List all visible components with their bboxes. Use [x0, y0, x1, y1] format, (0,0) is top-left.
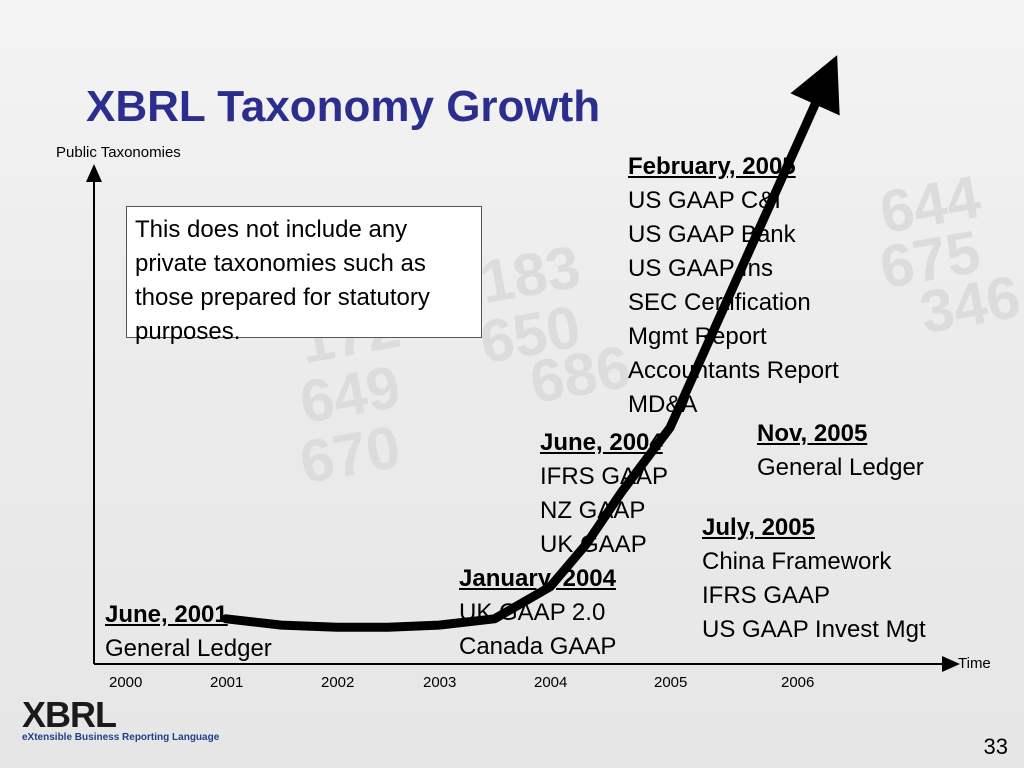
annotation-heading: January, 2004 — [459, 565, 616, 592]
x-tick-label: 2002 — [321, 674, 355, 691]
x-tick-label: 2001 — [210, 674, 244, 691]
annotation-heading: February, 2005 — [628, 153, 796, 180]
annotation-line: US GAAP Ins — [628, 255, 773, 282]
x-axis-label: Time — [958, 655, 991, 672]
annotation-line: US GAAP C&I — [628, 187, 781, 214]
annotation: June, 2001 General Ledger — [105, 598, 272, 666]
page-number: 33 — [983, 734, 1008, 759]
annotation-line: US GAAP Invest Mgt — [702, 616, 926, 643]
logo-text: XBRL — [22, 694, 117, 735]
x-tick-label: 2000 — [109, 674, 143, 691]
annotation-heading: July, 2005 — [702, 514, 815, 541]
annotation-line: NZ GAAP — [540, 497, 646, 524]
slide-title: XBRL Taxonomy Growth — [86, 82, 601, 131]
annotation: February, 2005 US GAAP C&I US GAAP Bank US … — [628, 150, 839, 422]
annotation-line: IFRS GAAP — [540, 463, 669, 490]
annotation-line: General Ledger — [757, 454, 924, 481]
annotation-line: MD&A — [628, 391, 698, 418]
annotation: June, 2004 IFRS GAAP NZ GAAP UK GAAP — [540, 426, 668, 562]
annotation: Nov, 2005 General Ledger — [757, 417, 924, 485]
annotation-heading: June, 2001 — [105, 601, 228, 628]
annotation: July, 2005 China Framework IFRS GAAP US GAA… — [702, 511, 926, 647]
annotation-line: SEC Certification — [628, 289, 811, 316]
annotation: January, 2004 UK GAAP 2.0 Canada GAAP — [459, 562, 616, 664]
note-box: This does not include any private taxono… — [126, 206, 482, 345]
annotation-heading: June, 2004 — [540, 429, 663, 456]
y-axis-label: Public Taxonomies — [56, 144, 181, 161]
annotation-line: China Framework — [702, 548, 892, 575]
annotation-line: Accountants Report — [628, 357, 839, 384]
x-tick-label: 2006 — [781, 674, 815, 691]
annotation-line: UK GAAP 2.0 — [459, 599, 606, 626]
x-tick-label: 2003 — [423, 674, 457, 691]
annotation-line: UK GAAP — [540, 531, 647, 558]
annotation-line: Canada GAAP — [459, 633, 617, 660]
annotation-line: Mgmt Report — [628, 323, 767, 350]
series-line — [221, 55, 840, 632]
annotation-line: US GAAP Bank — [628, 221, 796, 248]
annotation-line: General Ledger — [105, 635, 272, 662]
annotation-heading: Nov, 2005 — [757, 420, 868, 447]
x-tick-label: 2005 — [654, 674, 688, 691]
xbrl-logo: XBRL eXtensible Business Reporting Langu… — [22, 694, 219, 756]
logo-tagline: eXtensible Business Reporting Language — [22, 732, 220, 743]
annotation-line: IFRS GAAP — [702, 582, 831, 609]
x-tick-label: 2004 — [534, 674, 568, 691]
